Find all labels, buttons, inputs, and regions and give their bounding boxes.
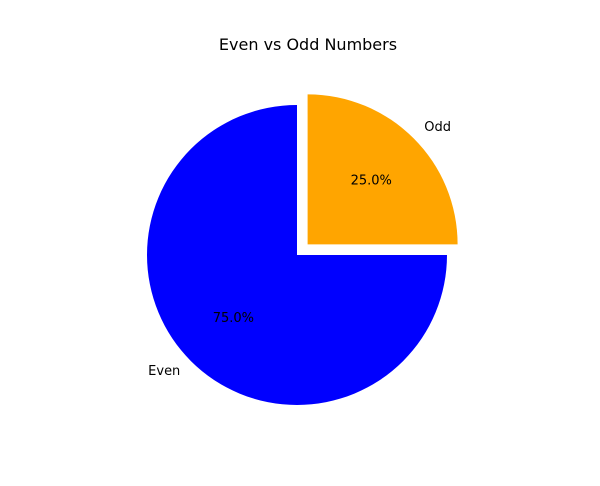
pie-slice-even xyxy=(147,105,447,405)
slice-percent-odd: 25.0% xyxy=(351,173,392,188)
slice-percent-even: 75.0% xyxy=(213,311,254,326)
slice-label-even: Even xyxy=(148,364,180,379)
pie-slice-odd xyxy=(307,94,458,245)
pie-labels: Odd 25.0% Even 75.0% xyxy=(148,120,451,379)
slice-label-odd: Odd xyxy=(424,120,451,135)
chart-title: Even vs Odd Numbers xyxy=(219,35,397,54)
pie-slices xyxy=(147,94,458,405)
